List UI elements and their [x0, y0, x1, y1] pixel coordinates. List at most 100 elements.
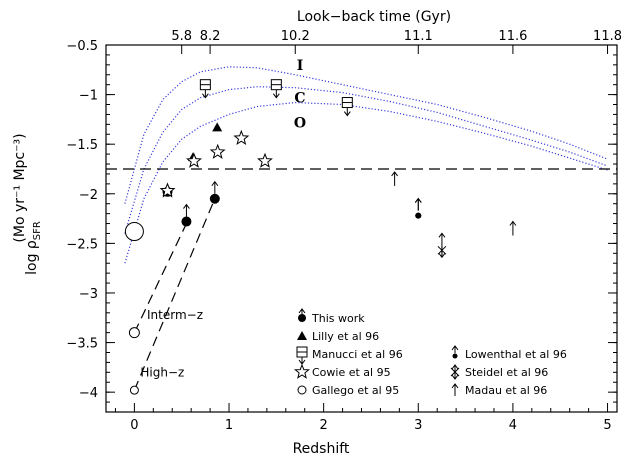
data-point	[270, 79, 282, 99]
data-point	[437, 232, 447, 259]
data-point	[128, 327, 140, 339]
x-tick-label: 1	[225, 418, 233, 433]
legend-label: Manucci et al 96	[312, 348, 403, 361]
extrapolation-label: High−z	[140, 365, 184, 379]
data-point	[509, 220, 517, 236]
filled-circle-marker	[298, 314, 306, 322]
top-tick-label: 5.8	[171, 29, 192, 44]
model-curve	[124, 86, 608, 234]
arrow-head-down	[343, 111, 351, 117]
arrow-head-down	[201, 93, 209, 99]
series	[124, 221, 144, 395]
extrapolation-line	[133, 198, 216, 391]
filled-circle-marker	[209, 193, 220, 204]
y-tick-label: −2	[79, 188, 98, 203]
arrow-head-up	[509, 220, 517, 226]
arrow-head-up	[298, 308, 306, 314]
y-tick-label: −1.5	[66, 138, 98, 153]
series	[391, 171, 517, 236]
legend-item: Manucci et al 96	[296, 346, 403, 365]
data-point	[185, 152, 203, 168]
small-circle-marker	[452, 353, 458, 359]
data-point	[414, 197, 422, 219]
legend-item: Lowenthal et al 96	[451, 345, 567, 361]
y-tick-label: −2.5	[66, 237, 98, 252]
x-tick-label: 2	[320, 418, 328, 433]
arrow-head-down	[438, 253, 446, 259]
open-circle-marker	[124, 221, 144, 241]
legend-label: Gallego et al 95	[312, 384, 399, 397]
star-marker	[233, 129, 250, 146]
top-tick-label: 10.2	[281, 29, 310, 44]
arrow-head-up	[451, 345, 459, 351]
top-tick-label: 11.8	[593, 29, 622, 44]
top-tick-label: 8.2	[200, 29, 221, 44]
data-point	[199, 79, 211, 99]
arrow-head-up	[414, 197, 422, 203]
reference-lines: Interm−z High−z	[106, 168, 617, 391]
y-tick-label: −3.5	[66, 337, 98, 352]
arrow-head-up	[451, 364, 459, 370]
arrow-head-down	[272, 93, 280, 99]
arrow-head-up	[211, 180, 219, 187]
legend-label: Madau et al 96	[465, 384, 547, 397]
data-point	[233, 129, 250, 146]
x-tick-label: 5	[603, 418, 611, 433]
cross-star-marker	[450, 367, 460, 377]
axes: 0 1 2 3 4 5 −0.5 −1 −1.5 −2 −2.5 −3 −3.5 −4 5.8 8.2 10.2…	[66, 29, 622, 433]
data-point	[159, 182, 176, 198]
series	[159, 129, 273, 198]
data-point	[181, 203, 192, 227]
open-circle-marker	[128, 327, 140, 339]
triangle-marker	[212, 122, 223, 132]
y-tick-label: −0.5	[66, 39, 98, 54]
data-point	[124, 221, 144, 241]
legend-item: Gallego et al 95	[297, 384, 399, 397]
curve-label: I	[297, 58, 304, 74]
x-tick-label: 4	[509, 418, 517, 433]
star-marker	[185, 152, 203, 168]
data-point	[391, 171, 399, 186]
data-point	[209, 180, 220, 204]
legend: This work Lilly et al 96 Manucci et al 96 C…	[293, 308, 567, 397]
legend-label: Steidel et al 96	[465, 366, 548, 379]
legend-label: Cowie et al 95	[312, 366, 391, 379]
legend-label: Lowenthal et al 96	[465, 348, 567, 361]
star-marker	[209, 143, 226, 159]
y-axis-label-main: log ρ	[24, 240, 40, 275]
legend-item: Madau et al 96	[451, 383, 547, 397]
y-tick-label: −4	[79, 386, 98, 401]
y-tick-label: −3	[79, 287, 98, 302]
curve-label: O	[294, 115, 306, 131]
y-tick-label: −1	[79, 89, 98, 104]
top-tick-label: 11.1	[404, 29, 433, 44]
x-axis-label: Redshift	[293, 441, 350, 457]
model-curve	[124, 101, 608, 264]
extrapolation-label: Interm−z	[147, 308, 203, 322]
y-axis-units: (Mo yr⁻¹ Mpc⁻³)	[12, 133, 28, 242]
data-points	[124, 79, 517, 395]
data-point	[209, 143, 226, 159]
series	[199, 79, 353, 117]
data-point	[129, 385, 139, 395]
arrow-head-up	[183, 203, 190, 209]
top-tick-label: 11.6	[498, 29, 527, 44]
data-point	[212, 122, 223, 132]
triangle-marker	[297, 331, 307, 340]
legend-item: Cowie et al 95	[293, 363, 391, 379]
model-curves: I CO	[124, 58, 608, 264]
svg-text:log ρSFR: log ρSFR	[24, 221, 43, 275]
open-circle-marker	[297, 385, 307, 395]
legend-item: This work	[298, 308, 365, 325]
legend-label: Lilly et al 96	[312, 330, 379, 343]
y-axis-label: log ρSFR (Mo yr⁻¹ Mpc⁻³)	[12, 133, 43, 274]
data-point	[256, 152, 273, 168]
legend-label: This work	[311, 312, 365, 325]
arrow-head-up	[391, 171, 399, 177]
star-marker	[256, 152, 273, 168]
legend-item: Steidel et al 96	[450, 364, 548, 380]
arrow-head-up	[438, 232, 446, 238]
data-point	[341, 97, 353, 117]
arrow-head-up	[451, 383, 459, 389]
